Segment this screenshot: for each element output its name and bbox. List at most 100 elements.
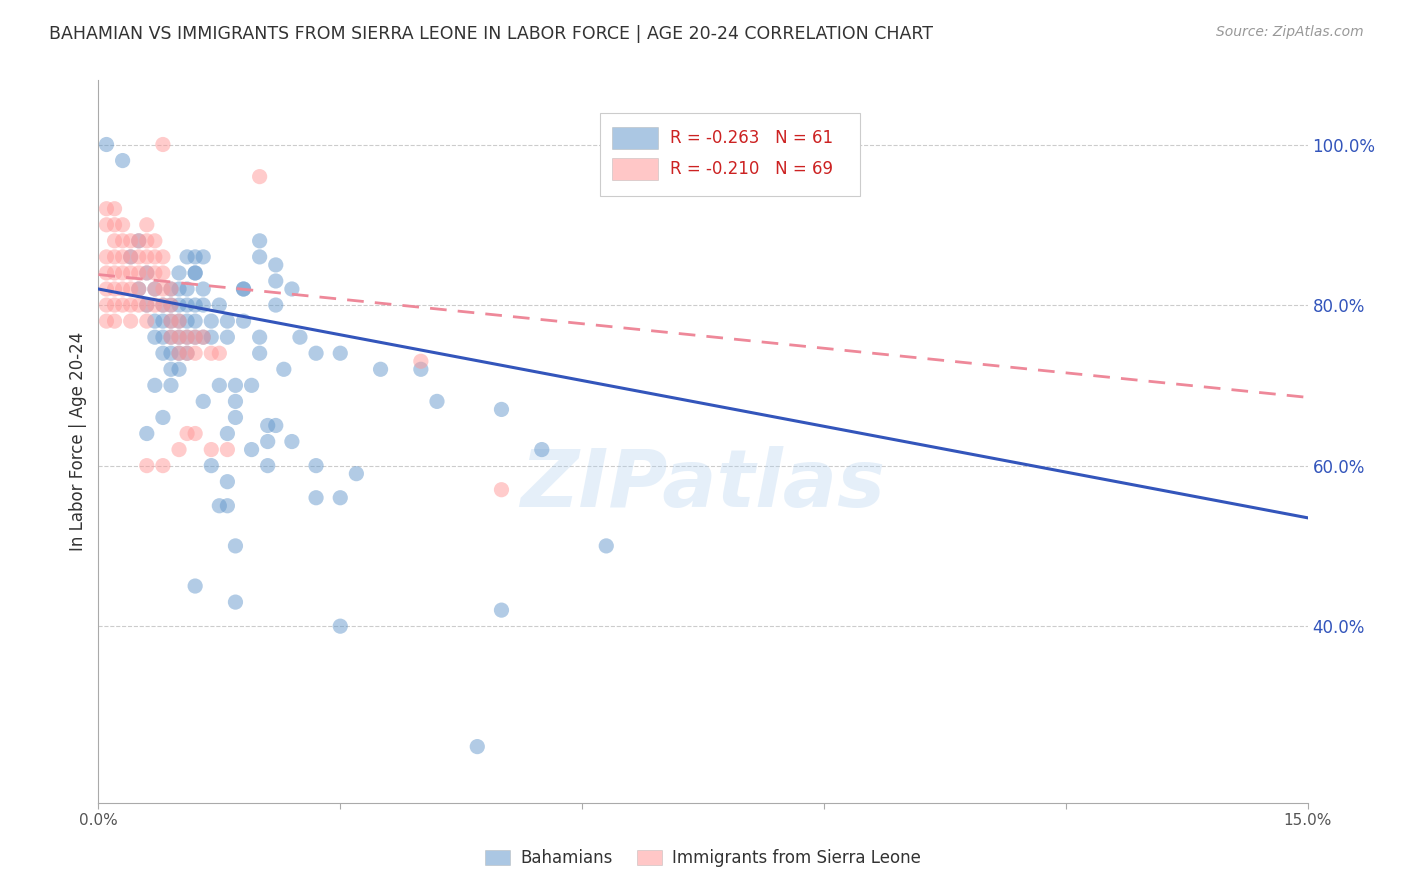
Point	[193, 394, 215, 409]
Point	[264, 298, 287, 312]
Point	[232, 282, 254, 296]
Point	[96, 298, 118, 312]
Point	[152, 137, 174, 152]
Point	[120, 250, 142, 264]
Point	[103, 266, 125, 280]
Point	[111, 153, 134, 168]
Point	[160, 346, 183, 360]
Point	[103, 298, 125, 312]
Point	[208, 378, 231, 392]
Point	[152, 314, 174, 328]
Point	[167, 346, 190, 360]
Point	[160, 314, 183, 328]
Point	[176, 346, 198, 360]
Point	[224, 394, 246, 409]
FancyBboxPatch shape	[613, 128, 658, 149]
Point	[152, 410, 174, 425]
Point	[224, 378, 246, 392]
Point	[103, 234, 125, 248]
Point	[96, 282, 118, 296]
Text: R = -0.210   N = 69: R = -0.210 N = 69	[671, 161, 834, 178]
Point	[160, 330, 183, 344]
Point	[193, 298, 215, 312]
Point	[96, 202, 118, 216]
Point	[530, 442, 553, 457]
Point	[184, 330, 207, 344]
Point	[167, 314, 190, 328]
Point	[240, 378, 263, 392]
Point	[200, 346, 222, 360]
Point	[409, 362, 432, 376]
Point	[135, 458, 157, 473]
Point	[264, 274, 287, 288]
Point	[143, 330, 166, 344]
Point	[224, 595, 246, 609]
Point	[264, 258, 287, 272]
Point	[143, 314, 166, 328]
Point	[160, 314, 183, 328]
Point	[160, 282, 183, 296]
Point	[184, 579, 207, 593]
Point	[111, 218, 134, 232]
Point	[491, 603, 513, 617]
Y-axis label: In Labor Force | Age 20-24: In Labor Force | Age 20-24	[69, 332, 87, 551]
Point	[232, 314, 254, 328]
Point	[152, 330, 174, 344]
Point	[152, 346, 174, 360]
Point	[135, 298, 157, 312]
Point	[208, 346, 231, 360]
Point	[256, 434, 278, 449]
Point	[249, 346, 271, 360]
Point	[120, 282, 142, 296]
Point	[176, 250, 198, 264]
Point	[167, 282, 190, 296]
Point	[152, 458, 174, 473]
Point	[344, 467, 367, 481]
Point	[111, 282, 134, 296]
Point	[176, 330, 198, 344]
Point	[135, 250, 157, 264]
Point	[167, 330, 190, 344]
Point	[409, 354, 432, 368]
Point	[135, 426, 157, 441]
Point	[120, 266, 142, 280]
Point	[176, 346, 198, 360]
Point	[103, 282, 125, 296]
Point	[143, 250, 166, 264]
Point	[249, 169, 271, 184]
Point	[128, 234, 150, 248]
Point	[370, 362, 392, 376]
Point	[152, 298, 174, 312]
Point	[96, 218, 118, 232]
Point	[426, 394, 449, 409]
Point	[491, 483, 513, 497]
Point	[167, 442, 190, 457]
Point	[305, 491, 328, 505]
Point	[103, 218, 125, 232]
Point	[249, 234, 271, 248]
Point	[135, 234, 157, 248]
Point	[184, 250, 207, 264]
Point	[96, 314, 118, 328]
Point	[111, 234, 134, 248]
Point	[143, 266, 166, 280]
Point	[256, 418, 278, 433]
Point	[200, 458, 222, 473]
Point	[329, 491, 352, 505]
Point	[128, 282, 150, 296]
Text: Source: ZipAtlas.com: Source: ZipAtlas.com	[1216, 25, 1364, 39]
Point	[273, 362, 295, 376]
Point	[224, 539, 246, 553]
Point	[217, 426, 239, 441]
FancyBboxPatch shape	[600, 112, 860, 196]
Point	[135, 314, 157, 328]
Point	[193, 282, 215, 296]
Point	[200, 442, 222, 457]
Point	[111, 266, 134, 280]
Point	[96, 137, 118, 152]
Point	[160, 330, 183, 344]
Point	[184, 346, 207, 360]
Point	[143, 378, 166, 392]
Point	[128, 234, 150, 248]
Legend: Bahamians, Immigrants from Sierra Leone: Bahamians, Immigrants from Sierra Leone	[478, 843, 928, 874]
